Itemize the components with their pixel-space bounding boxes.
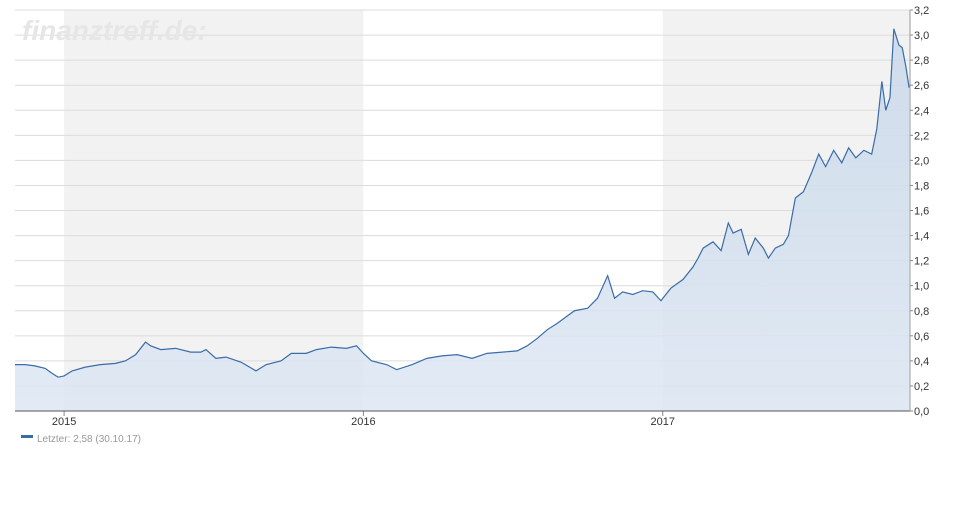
- legend-swatch: [21, 435, 33, 438]
- x-tick-label: 2017: [651, 416, 675, 428]
- y-tick-label: 0,6: [914, 331, 929, 343]
- y-tick-label: 2,0: [914, 155, 929, 167]
- axes: 0,0 0,2 0,4 0,6 0,8 1,0 1,2 1,4 1,6 1,8 2,0 2,2 2,4 2…: [15, 5, 929, 445]
- y-tick-label: 0,4: [914, 356, 929, 368]
- x-tick-label: 2016: [351, 416, 375, 428]
- y-tick-label: 3,2: [914, 5, 929, 17]
- plot: [15, 28, 910, 411]
- y-tick-label: 1,8: [914, 180, 929, 192]
- y-tick-label: 1,6: [914, 206, 929, 218]
- area: [15, 28, 910, 411]
- y-tick-label: 2,2: [914, 130, 929, 142]
- watermark: finanztreff.de:: [22, 15, 207, 46]
- line: [15, 28, 910, 378]
- y-tick-label: 0,2: [914, 381, 929, 393]
- y-tick-label: 1,0: [914, 281, 929, 293]
- y-tick-label: 3,0: [914, 30, 929, 42]
- x-tick-label: 2015: [52, 416, 76, 428]
- y-tick-label: 1,2: [914, 256, 929, 268]
- legend-label: Letzter: 2,58 (30.10.17): [37, 434, 141, 445]
- y-tick-label: 0,0: [914, 406, 929, 418]
- y-tick-label: 2,4: [914, 105, 929, 117]
- y-tick-label: 0,8: [914, 306, 929, 318]
- y-tick-label: 1,4: [914, 231, 929, 243]
- y-tick-label: 2,6: [914, 80, 929, 92]
- y-tick-label: 2,8: [914, 55, 929, 67]
